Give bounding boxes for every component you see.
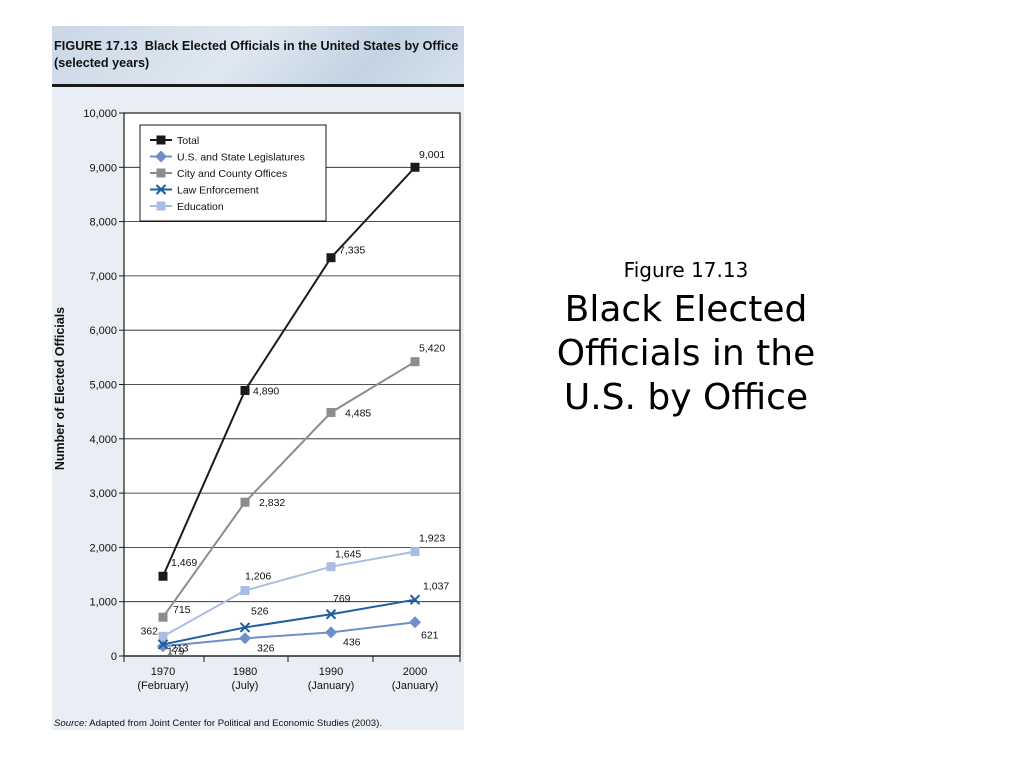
data-label-total: 9,001 xyxy=(419,149,445,161)
data-point-u-s-and-state-legislatures xyxy=(409,616,421,629)
x-tick-label-month: (February) xyxy=(137,680,188,692)
legend-label-city-and-county-offices: City and County Offices xyxy=(177,168,287,180)
data-point-total xyxy=(326,253,336,263)
data-label-city-and-county-offices: 715 xyxy=(173,604,191,616)
data-point-total xyxy=(158,571,168,581)
x-tick-label-month: (July) xyxy=(232,680,259,692)
x-tick-label-year: 1970 xyxy=(151,666,175,678)
data-point-u-s-and-state-legislatures xyxy=(239,632,251,645)
series-line-law-enforcement xyxy=(162,598,416,646)
y-tick-label: 0 xyxy=(111,651,117,663)
source-text: Adapted from Joint Center for Political … xyxy=(89,718,382,729)
figure-header: FIGURE 17.13 Black Elected Officials in … xyxy=(52,26,464,87)
data-point-total xyxy=(240,385,250,395)
y-tick-label: 8,000 xyxy=(89,217,117,229)
data-label-law-enforcement: 213 xyxy=(171,642,189,654)
data-label-law-enforcement: 769 xyxy=(333,593,351,605)
x-tick-label-year: 1980 xyxy=(233,666,257,678)
data-point-education xyxy=(158,631,168,641)
data-point-education xyxy=(240,586,250,596)
data-point-law-enforcement-stroke-b xyxy=(325,609,337,620)
data-point-law-enforcement-stroke-b xyxy=(409,594,421,605)
data-point-city-and-county-offices xyxy=(158,612,168,622)
data-label-education: 1,923 xyxy=(419,533,445,545)
y-tick-label: 10,000 xyxy=(83,108,117,120)
x-tick-label-year: 2000 xyxy=(403,666,427,678)
data-label-education: 362 xyxy=(140,625,158,637)
legend-label-law-enforcement: Law Enforcement xyxy=(177,185,259,197)
legend-marker-u-s-and-state-legislatures xyxy=(155,150,167,163)
data-label-total: 7,335 xyxy=(339,245,365,257)
caption-figure-label: Figure 17.13 xyxy=(623,258,749,282)
data-point-city-and-county-offices xyxy=(410,357,420,367)
series-line-total xyxy=(162,166,416,577)
data-point-city-and-county-offices xyxy=(240,497,250,507)
header-rule xyxy=(52,84,464,87)
data-label-total: 1,469 xyxy=(171,557,197,569)
slide-caption: Figure 17.13 Black Elected Officials in … xyxy=(536,258,836,420)
legend-marker-law-enforcement-stroke-b xyxy=(155,184,167,195)
data-point-education xyxy=(410,547,420,557)
legend-marker-education xyxy=(156,201,166,211)
y-tick-label: 4,000 xyxy=(89,434,117,446)
y-tick-label: 7,000 xyxy=(89,271,117,283)
data-label-education: 1,645 xyxy=(335,549,361,561)
legend-label-education: Education xyxy=(177,201,224,213)
data-label-education: 1,206 xyxy=(245,571,271,583)
data-label-city-and-county-offices: 2,832 xyxy=(259,497,285,509)
data-label-law-enforcement: 1,037 xyxy=(423,581,449,593)
y-tick-label: 2,000 xyxy=(89,542,117,554)
y-tick-label: 6,000 xyxy=(89,325,117,337)
figure-panel: FIGURE 17.13 Black Elected Officials in … xyxy=(52,26,464,748)
x-tick-label-year: 1990 xyxy=(319,666,343,678)
data-label-city-and-county-offices: 5,420 xyxy=(419,343,445,355)
y-tick-label: 9,000 xyxy=(89,162,117,174)
data-point-total xyxy=(410,162,420,172)
series-line-u-s-and-state-legislatures xyxy=(162,621,416,648)
legend-label-u-s-and-state-legislatures: U.S. and State Legislatures xyxy=(177,152,305,164)
data-label-city-and-county-offices: 4,485 xyxy=(345,407,371,419)
y-tick-label: 3,000 xyxy=(89,488,117,500)
caption-title: Black Elected Officials in the U.S. by O… xyxy=(556,289,816,418)
legend-marker-city-and-county-offices xyxy=(156,168,166,178)
line-chart: 0 1,000 2,000 3,000 4,000 5,000 6,000 7,000 8,00… xyxy=(53,108,461,692)
legend-marker-total xyxy=(156,135,166,145)
figure-title-text: Black Elected Officials in the United St… xyxy=(54,39,459,70)
figure-title: FIGURE 17.13 Black Elected Officials in … xyxy=(54,38,459,72)
data-point-city-and-county-offices xyxy=(326,407,336,417)
figure-label: FIGURE 17.13 xyxy=(54,39,138,53)
data-label-total: 4,890 xyxy=(253,385,279,397)
data-point-education xyxy=(326,562,336,572)
source-label: Source: xyxy=(54,718,88,729)
legend-label-total: Total xyxy=(177,135,199,147)
y-axis-label: Number of Elected Officials xyxy=(53,307,67,470)
data-label-u-s-and-state-legislatures: 179 xyxy=(167,645,185,657)
x-tick-label-month: (January) xyxy=(308,680,354,692)
data-point-u-s-and-state-legislatures xyxy=(325,626,337,639)
data-point-law-enforcement-stroke-b xyxy=(239,622,251,633)
source-note: Source: Adapted from Joint Center for Po… xyxy=(54,718,464,729)
data-label-u-s-and-state-legislatures: 621 xyxy=(421,629,439,641)
y-tick-label: 5,000 xyxy=(89,380,117,392)
y-tick-label: 1,000 xyxy=(89,597,117,609)
x-tick-label-month: (January) xyxy=(392,680,438,692)
chart-background: 0 1,000 2,000 3,000 4,000 5,000 6,000 7,000 8,00… xyxy=(52,87,464,730)
series-line-city-and-county-offices xyxy=(162,360,416,618)
data-label-u-s-and-state-legislatures: 326 xyxy=(257,642,275,654)
data-label-u-s-and-state-legislatures: 436 xyxy=(343,636,361,648)
data-point-law-enforcement-stroke-b xyxy=(157,639,169,650)
series-line-education xyxy=(162,550,416,638)
data-label-law-enforcement: 526 xyxy=(251,605,269,617)
